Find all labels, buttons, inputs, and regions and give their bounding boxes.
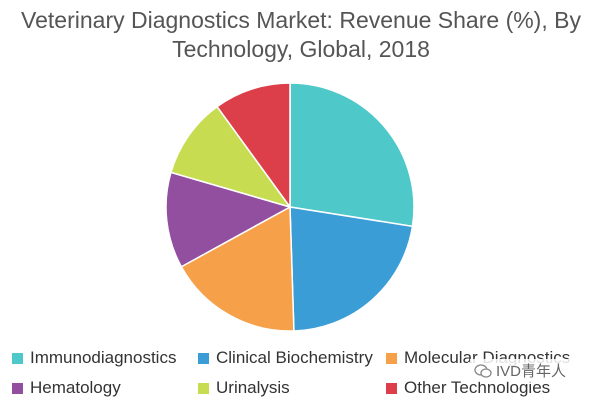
legend-swatch xyxy=(198,352,209,364)
legend-item-immunodiagnostics: Immunodiagnostics xyxy=(12,348,176,368)
legend-swatch xyxy=(12,382,23,394)
legend-label: Immunodiagnostics xyxy=(30,348,177,367)
legend-item-other-technologies: Other Technologies xyxy=(386,378,550,398)
chart-legend: Immunodiagnostics Clinical Biochemistry … xyxy=(0,340,602,400)
pie-slice-immunodiagnostics xyxy=(289,82,415,228)
legend-label: Other Technologies xyxy=(404,378,551,397)
watermark-text: IVD青年人 xyxy=(496,363,567,380)
legend-item-urinalysis: Urinalysis xyxy=(198,378,290,398)
legend-label: Hematology xyxy=(30,378,121,397)
pie-slice-clinical-biochemistry xyxy=(289,206,414,332)
legend-item-clinical-biochemistry: Clinical Biochemistry xyxy=(198,348,373,368)
chart-title-line-2: Technology, Global, 2018 xyxy=(172,36,430,62)
legend-swatch xyxy=(12,352,23,364)
legend-item-hematology: Hematology xyxy=(12,378,121,398)
legend-label: Clinical Biochemistry xyxy=(216,348,373,367)
chart-title-line-1: Veterinary Diagnostics Market: Revenue S… xyxy=(21,7,581,33)
pie-slice-urinalysis xyxy=(169,105,292,209)
chart-title: Veterinary Diagnostics Market: Revenue S… xyxy=(0,6,602,64)
legend-label: Urinalysis xyxy=(216,378,290,397)
pie-slice-molecular-diagnostics xyxy=(180,205,295,332)
legend-swatch xyxy=(386,352,397,364)
watermark: IVD青年人 xyxy=(470,359,571,382)
pie-slice-hematology xyxy=(165,171,292,268)
wechat-icon xyxy=(474,363,492,378)
pie-slice-other-technologies xyxy=(216,82,291,210)
legend-swatch xyxy=(198,382,209,394)
legend-swatch xyxy=(386,382,397,394)
